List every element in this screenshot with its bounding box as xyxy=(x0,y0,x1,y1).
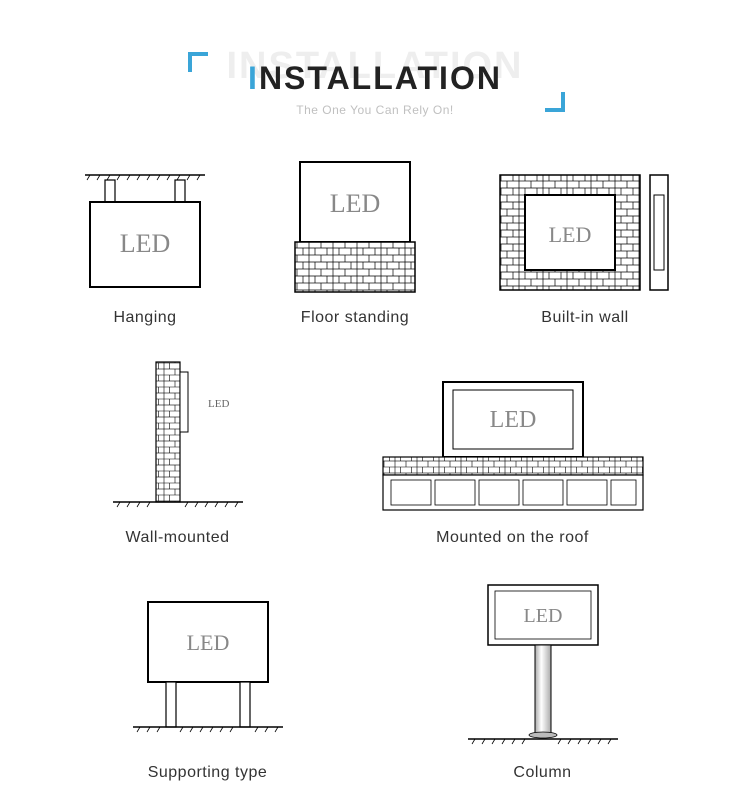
item-floor: LED Floor standing xyxy=(285,157,425,327)
installation-grid: LED Hanging LED xyxy=(0,157,750,782)
svg-text:LED: LED xyxy=(120,229,171,258)
row-2: LED Wall-mounted xyxy=(40,357,710,547)
row-3: LED Supporting type LED xyxy=(40,577,710,782)
diagram-column: LED xyxy=(453,577,633,752)
diagram-hanging: LED xyxy=(75,167,215,297)
row-1: LED Hanging LED xyxy=(40,157,710,327)
title-main: INSTALLATION xyxy=(0,60,750,97)
item-builtin: LED Built-in wall xyxy=(495,167,675,327)
label-roof: Mounted on the roof xyxy=(436,529,589,547)
label-supporting: Supporting type xyxy=(148,764,268,782)
svg-text:LED: LED xyxy=(186,630,229,655)
svg-text:LED: LED xyxy=(523,605,562,627)
label-floor: Floor standing xyxy=(301,309,409,327)
item-roof: LED Mounted on the roof xyxy=(373,377,653,547)
svg-text:LED: LED xyxy=(330,189,381,218)
item-hanging: LED Hanging xyxy=(75,167,215,327)
diagram-roof: LED xyxy=(373,377,653,517)
diagram-builtin: LED xyxy=(495,167,675,297)
svg-text:LED: LED xyxy=(549,222,592,247)
item-supporting: LED Supporting type xyxy=(118,592,298,782)
subtitle: The One You Can Rely On! xyxy=(0,103,750,117)
title-first-letter: I xyxy=(248,60,259,96)
label-wall: Wall-mounted xyxy=(125,529,229,547)
item-column: LED Column xyxy=(453,577,633,782)
diagram-wall: LED xyxy=(98,357,258,517)
label-hanging: Hanging xyxy=(113,309,176,327)
title-rest: NSTALLATION xyxy=(259,60,502,96)
svg-text:LED: LED xyxy=(208,398,229,410)
svg-text:LED: LED xyxy=(489,407,536,433)
label-builtin: Built-in wall xyxy=(541,309,628,327)
header: INSTALLATION INSTALLATION The One You Ca… xyxy=(0,0,750,117)
diagram-floor: LED xyxy=(285,157,425,297)
label-column: Column xyxy=(513,764,571,782)
item-wall: LED Wall-mounted xyxy=(98,357,258,547)
diagram-supporting: LED xyxy=(118,592,298,752)
